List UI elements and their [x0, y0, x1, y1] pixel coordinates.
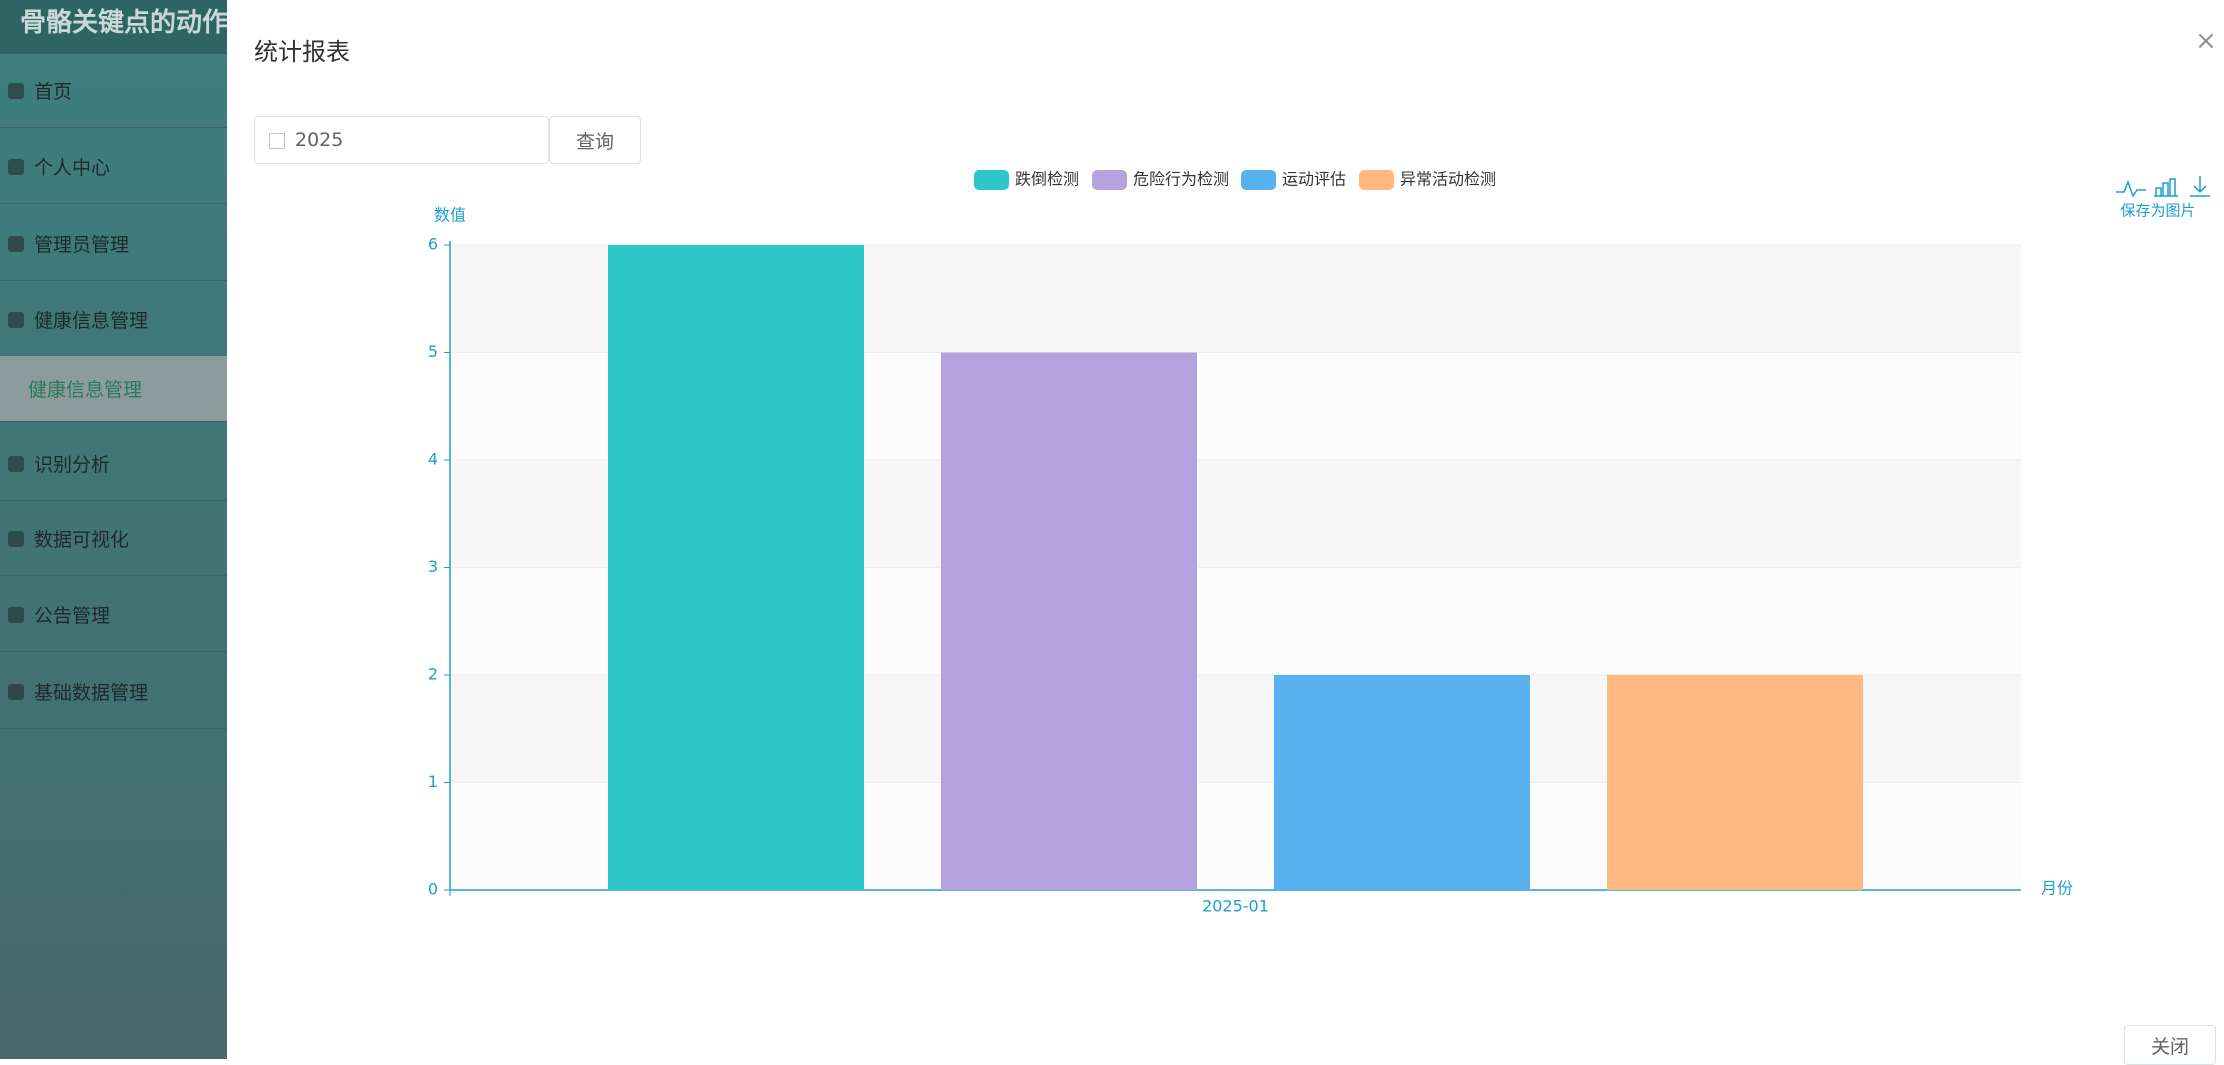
- y-tick-label: 6: [428, 235, 438, 254]
- menu-icon: [8, 235, 24, 252]
- app-title: 骨骼关键点的动作: [20, 8, 227, 38]
- y-tick-label: 2: [428, 665, 438, 684]
- bar-icon[interactable]: [2154, 178, 2178, 197]
- legend-swatch: [1359, 170, 1394, 190]
- y-tick-label: 5: [428, 342, 438, 361]
- menu-icon: [8, 311, 24, 328]
- menu-item[interactable]: 数据可视化: [0, 502, 227, 576]
- menu-icon: [8, 683, 24, 700]
- menu-item[interactable]: 个人中心: [0, 130, 227, 204]
- bar: [1607, 675, 1863, 890]
- menu-label: 识别分析: [34, 454, 111, 476]
- menu-label: 健康信息管理: [34, 310, 149, 332]
- calendar-icon: [269, 133, 285, 149]
- menu-item[interactable]: 健康信息管理: [0, 356, 227, 422]
- toolbox-label: 保存为图片: [2120, 202, 2195, 220]
- menu-icon: [8, 455, 24, 472]
- toolbox: [2116, 176, 2210, 198]
- y-tick-label: 4: [428, 450, 438, 469]
- menu-icon: [8, 606, 24, 623]
- menu-icon: [8, 82, 24, 99]
- menu-label: 基础数据管理: [34, 682, 149, 704]
- bar: [608, 245, 864, 890]
- menu-item[interactable]: 公告管理: [0, 578, 227, 652]
- legend-label: 危险行为检测: [1133, 170, 1229, 189]
- legend-swatch: [1092, 170, 1127, 190]
- menu-item[interactable]: 管理员管理: [0, 207, 227, 281]
- bar: [941, 352, 1197, 890]
- menu-label: 管理员管理: [34, 234, 130, 256]
- legend-swatch: [974, 170, 1009, 190]
- x-axis-title: 月份: [2041, 879, 2073, 898]
- y-tick-label: 1: [428, 772, 438, 791]
- year-input[interactable]: 2025: [254, 116, 549, 164]
- year-value: 2025: [295, 129, 344, 151]
- legend-label: 跌倒检测: [1015, 170, 1079, 189]
- dialog-close-icon[interactable]: ×: [2195, 26, 2217, 56]
- query-button[interactable]: 查询: [549, 116, 641, 164]
- menu-icon: [8, 158, 24, 175]
- y-tick-label: 3: [428, 557, 438, 576]
- legend-label: 运动评估: [1282, 170, 1346, 189]
- y-axis-title: 数值: [434, 206, 466, 225]
- top-bar: 骨骼关键点的动作: [0, 0, 227, 54]
- x-tick-label: 2025-01: [1202, 897, 1269, 916]
- dialog-title: 统计报表: [254, 38, 350, 66]
- legend-label: 异常活动检测: [1400, 170, 1496, 189]
- line-icon[interactable]: [2116, 179, 2146, 198]
- menu-label: 健康信息管理: [28, 379, 143, 401]
- menu-label: 首页: [34, 81, 73, 103]
- legend-swatch: [1241, 170, 1276, 190]
- menu-item[interactable]: 识别分析: [0, 427, 227, 501]
- menu-label: 数据可视化: [34, 529, 130, 551]
- menu-label: 个人中心: [34, 157, 111, 179]
- menu-item[interactable]: 基础数据管理: [0, 655, 227, 729]
- download-icon[interactable]: [2190, 176, 2210, 197]
- sidebar: 骨骼关键点的动作 首页 个人中心 管理员管理 健康信息管理 健康信息管理 识别分析 数据可视…: [0, 0, 227, 1059]
- bar: [1274, 675, 1530, 890]
- menu-label: 公告管理: [34, 605, 111, 627]
- y-tick-label: 0: [428, 880, 438, 899]
- menu-item[interactable]: 首页: [0, 54, 227, 128]
- menu-icon: [8, 530, 24, 547]
